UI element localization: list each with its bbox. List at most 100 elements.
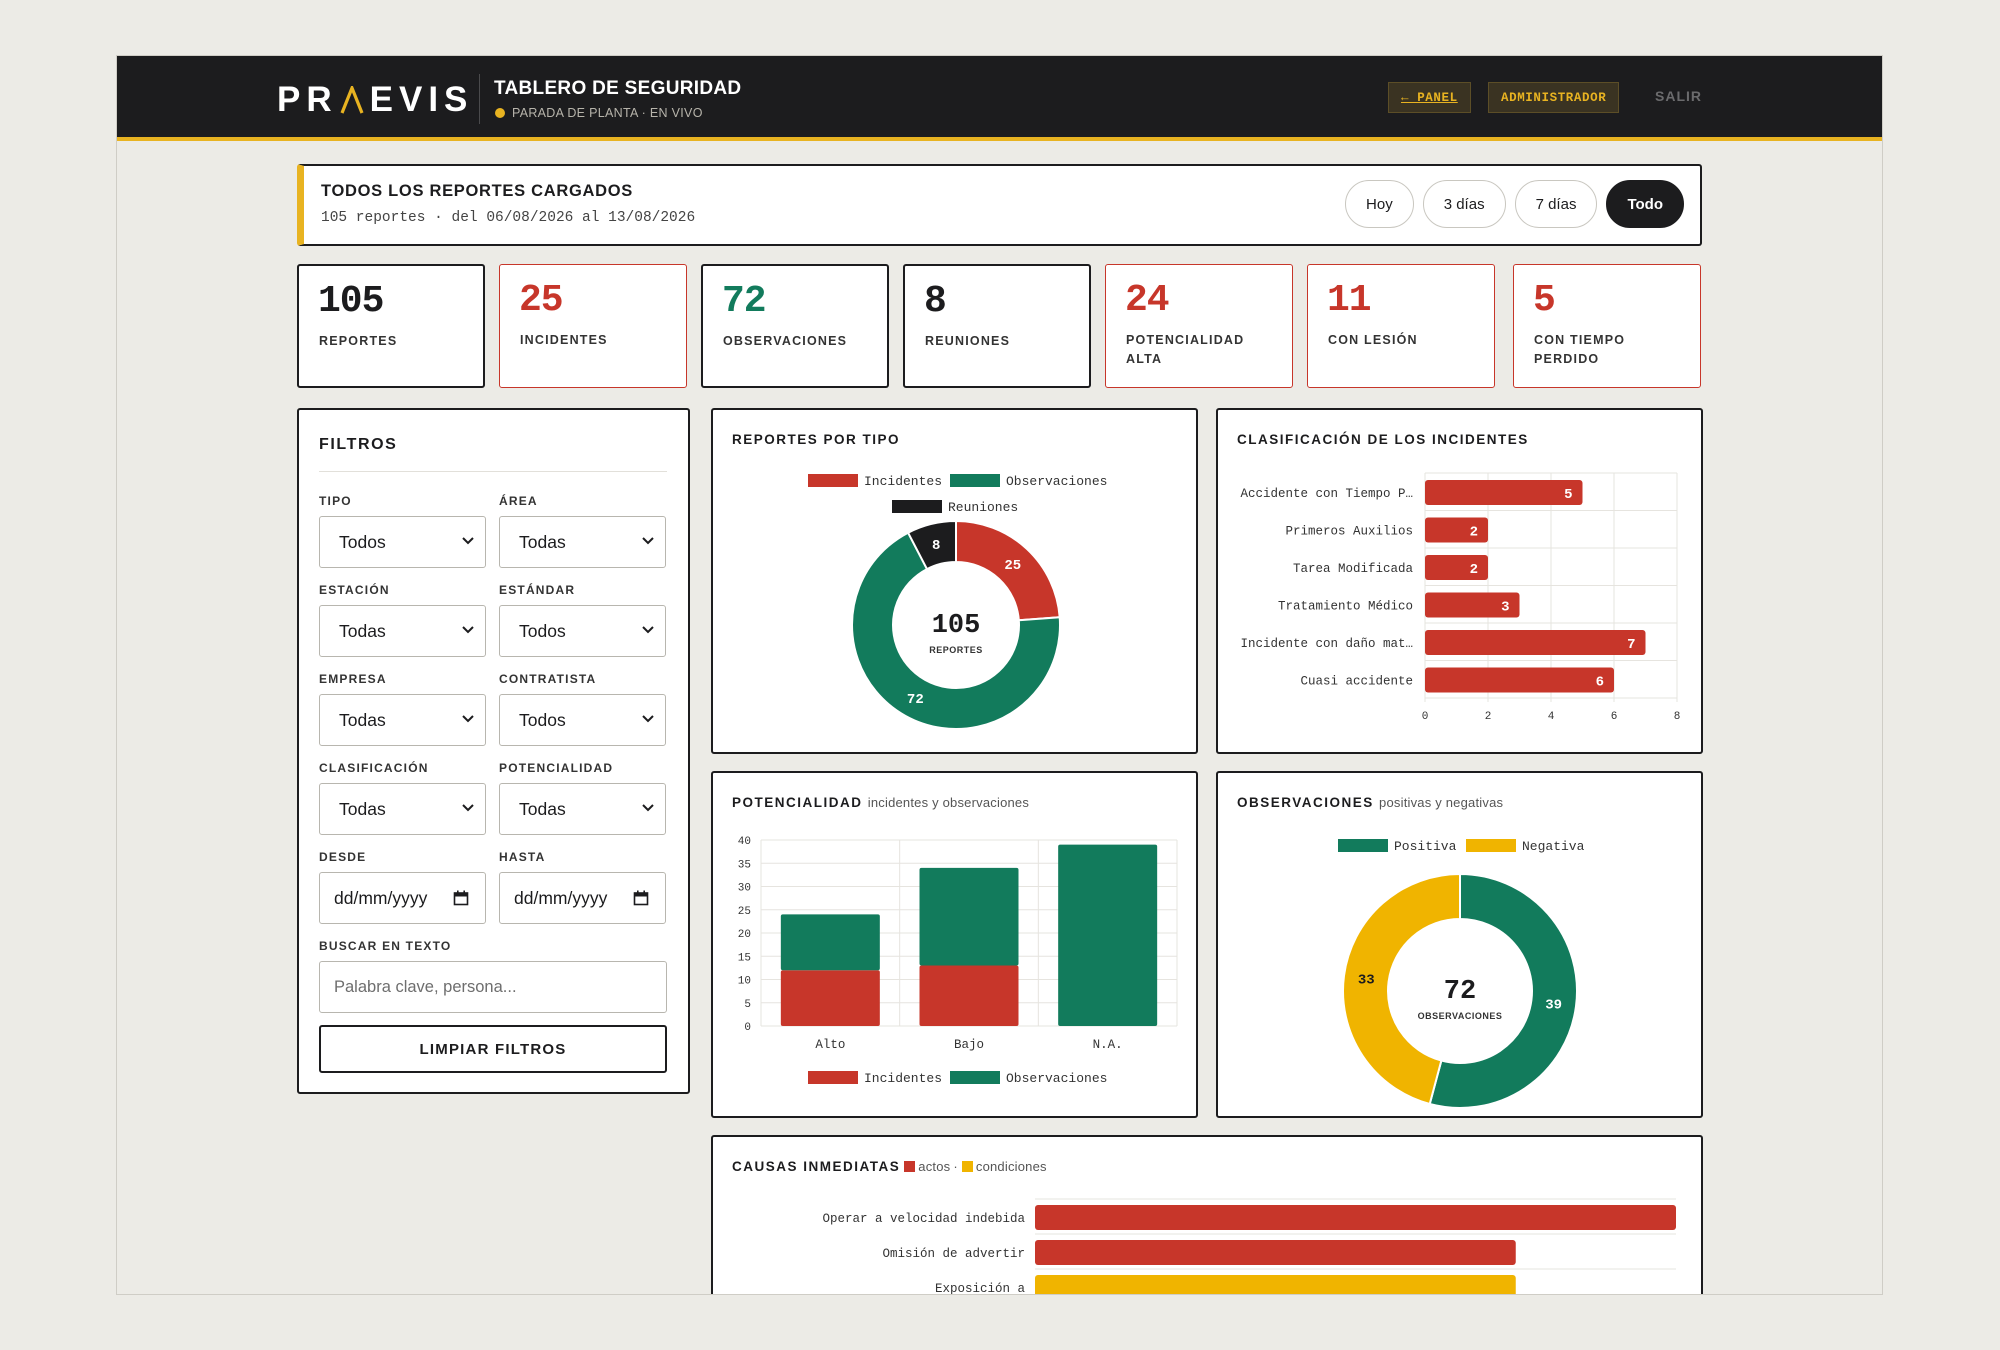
bar (1425, 630, 1646, 655)
range-pill-3-days[interactable]: 3 días (1422, 180, 1506, 228)
y-tick-label: 0 (744, 1022, 751, 1034)
legend-label: Positiva (1394, 839, 1457, 854)
legend-separator: · (953, 1159, 958, 1174)
donut-center-value: 105 (932, 611, 981, 641)
category-label: Primeros Auxilios (1285, 525, 1413, 539)
x-tick-label: N.A. (1093, 1038, 1123, 1052)
legend-swatch (950, 1071, 1000, 1084)
range-pill-today[interactable]: Hoy (1345, 180, 1414, 228)
bar (1425, 517, 1488, 543)
slice-data-label: 72 (907, 692, 924, 708)
chart-title: CAUSAS INMEDIATAS actos · condiciones (732, 1159, 1047, 1174)
bar (1425, 667, 1614, 693)
x-tick-label: 6 (1611, 711, 1618, 723)
donut-slice-negativa (1342, 872, 1461, 1106)
app-window: PR EVIS TABLERO DE SEGURIDAD PARADA DE P… (116, 55, 1883, 1295)
chart-title-text: POTENCIALIDAD (732, 795, 863, 810)
potencialidad-select-value: Todas (519, 798, 566, 819)
stat-card-potencialidad-alta: 24 POTENCIALIDAD ALTA (1105, 264, 1293, 388)
category-label: Tratamiento Médico (1278, 600, 1413, 614)
category-label: Operar a velocidad indebida (822, 1212, 1025, 1226)
empresa-select-value: Todas (339, 709, 386, 730)
clear-filters-button[interactable]: LIMPIAR FILTROS (319, 1025, 667, 1073)
chart-title: REPORTES POR TIPO (732, 432, 901, 447)
clasificacion-select[interactable]: Todas (319, 783, 486, 835)
y-tick-label: 15 (738, 952, 751, 964)
filter-label-estandar: ESTÁNDAR (499, 583, 576, 597)
bar-segment-incidentes (919, 965, 1019, 1026)
filter-label-contratista: CONTRATISTA (499, 672, 597, 686)
chart-card-reportes-por-tipo: REPORTES POR TIPO Incidentes Observacione… (711, 408, 1198, 754)
range-pill-all[interactable]: Todo (1606, 180, 1684, 228)
legend-label-condiciones: condiciones (975, 1159, 1047, 1174)
app-subtitle-text: PARADA DE PLANTA · EN VIVO (512, 106, 703, 120)
stat-card-reuniones: 8 REUNIONES (903, 264, 1091, 388)
search-input[interactable]: Palabra clave, persona... (319, 961, 667, 1013)
estacion-select-value: Todas (339, 620, 386, 641)
legend-label-actos: actos (918, 1159, 951, 1174)
filter-label-empresa: EMPRESA (319, 672, 387, 686)
stat-label: POTENCIALIDAD ALTA (1126, 333, 1245, 366)
admin-button[interactable]: ADMINISTRADOR (1488, 82, 1620, 113)
stat-value: 24 (1125, 279, 1170, 322)
donut-center-value: 72 (1444, 977, 1476, 1007)
bar-data-label: 5 (1564, 487, 1572, 503)
chevron-down-icon (642, 715, 654, 723)
filters-divider (319, 471, 667, 472)
y-tick-label: 35 (738, 859, 751, 871)
logo-text-right: EVIS (369, 80, 474, 119)
stat-label: CON TIEMPO PERDIDO (1534, 333, 1626, 366)
chevron-down-icon (462, 626, 474, 634)
calendar-icon[interactable] (453, 890, 469, 906)
chart-title: POTENCIALIDAD incidentes y observaciones (732, 795, 1029, 810)
empresa-select[interactable]: Todas (319, 694, 486, 746)
area-select[interactable]: Todas (499, 516, 666, 568)
donut-slice-reuniones (906, 519, 957, 571)
stat-value: 5 (1533, 279, 1556, 322)
estacion-select[interactable]: Todas (319, 605, 486, 657)
donut-center-label: REPORTES (929, 645, 983, 655)
range-pill-7-days[interactable]: 7 días (1514, 180, 1598, 228)
y-tick-label: 25 (738, 906, 751, 918)
panel-link[interactable]: ← PANEL (1388, 82, 1471, 113)
y-tick-label: 10 (738, 976, 751, 988)
legend-swatch-actos (904, 1161, 916, 1172)
y-tick-label: 40 (738, 836, 751, 848)
x-tick-label: 8 (1674, 711, 1681, 723)
potencialidad-select[interactable]: Todas (499, 783, 666, 835)
stat-value: 105 (318, 280, 384, 323)
contratista-select[interactable]: Todos (499, 694, 666, 746)
hasta-date-value: dd/mm/yyyy (514, 887, 608, 908)
legend-swatch (1338, 839, 1388, 852)
chart-card-potencialidad: POTENCIALIDAD incidentes y observaciones… (711, 771, 1198, 1118)
stat-card-reportes: 105 REPORTES (297, 264, 485, 388)
chart-title: OBSERVACIONES positivas y negativas (1237, 795, 1503, 810)
category-label: Accidente con Tiempo P… (1240, 487, 1413, 501)
chart-subtitle: incidentes y observaciones (867, 795, 1030, 810)
legend-label: Reuniones (948, 500, 1018, 515)
x-tick-label: 4 (1548, 711, 1555, 723)
estandar-select[interactable]: Todos (499, 605, 666, 657)
bar-data-label: 3 (1501, 600, 1509, 616)
desde-date-input[interactable]: dd/mm/yyyy (319, 872, 486, 924)
slice-data-label: 25 (1004, 558, 1021, 574)
y-tick-label: 20 (738, 929, 751, 941)
app-subtitle: PARADA DE PLANTA · EN VIVO (494, 106, 703, 120)
range-pills: Hoy 3 días 7 días Todo (1345, 180, 1684, 228)
chevron-down-icon (642, 537, 654, 545)
stat-label: OBSERVACIONES (723, 334, 848, 348)
chart-card-clasificacion: CLASIFICACIÓN DE LOS INCIDENTES 0 2 4 6 8 Acc… (1216, 408, 1703, 754)
calendar-icon[interactable] (633, 890, 649, 906)
bar-segment-incidentes (780, 970, 880, 1026)
logout-link[interactable]: SALIR (1655, 88, 1702, 104)
stat-value: 11 (1327, 279, 1372, 322)
category-label: Incidente con daño mat… (1240, 637, 1413, 651)
legend-swatch (950, 474, 1000, 487)
bar-data-label: 2 (1470, 562, 1478, 578)
tipo-select[interactable]: Todos (319, 516, 486, 568)
hasta-date-input[interactable]: dd/mm/yyyy (499, 872, 666, 924)
legend-label: Incidentes (864, 1071, 942, 1086)
live-dot-icon (495, 108, 505, 118)
logo-text-left: PR (277, 80, 338, 119)
bar-data-label: 2 (1470, 525, 1478, 541)
